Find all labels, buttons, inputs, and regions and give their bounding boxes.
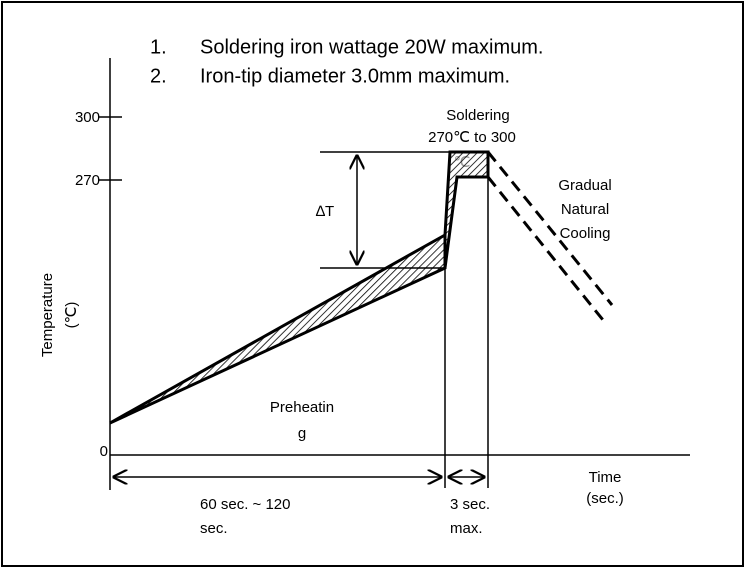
note-number: 2. [150, 65, 167, 87]
preheating-label: g [298, 425, 306, 442]
cooling-lines [486, 151, 614, 326]
delta-label: ∆T [316, 203, 334, 220]
cooling-label: Gradual [558, 177, 611, 194]
dimension-lines [114, 151, 489, 488]
tick-label: 300 [75, 109, 100, 126]
x-label: Time [589, 469, 622, 486]
y-label: Temperature [39, 273, 56, 357]
preheating-label: Preheatin [270, 399, 334, 416]
note: Soldering iron wattage 20W maximum. [200, 36, 543, 58]
duration: 3 sec. [450, 496, 490, 513]
duration: 60 sec. ~ 120 [200, 496, 290, 513]
tick-label: 0 [100, 443, 108, 460]
soldering-unit: ℃ [454, 154, 471, 171]
y-unit: (℃) [63, 302, 80, 329]
note-number: 1. [150, 36, 167, 58]
axes [98, 58, 690, 490]
x-unit: (sec.) [586, 490, 624, 507]
duration: sec. [200, 520, 228, 537]
note: Iron-tip diameter 3.0mm maximum. [200, 65, 510, 87]
soldering-range: 270℃ to 300 [428, 129, 516, 146]
cooling-label: Cooling [560, 225, 611, 242]
tick-label: 270 [75, 172, 100, 189]
soldering-title: Soldering [446, 107, 509, 124]
cooling-label: Natural [561, 201, 609, 218]
preheat-band [109, 232, 447, 425]
duration: max. [450, 520, 483, 537]
